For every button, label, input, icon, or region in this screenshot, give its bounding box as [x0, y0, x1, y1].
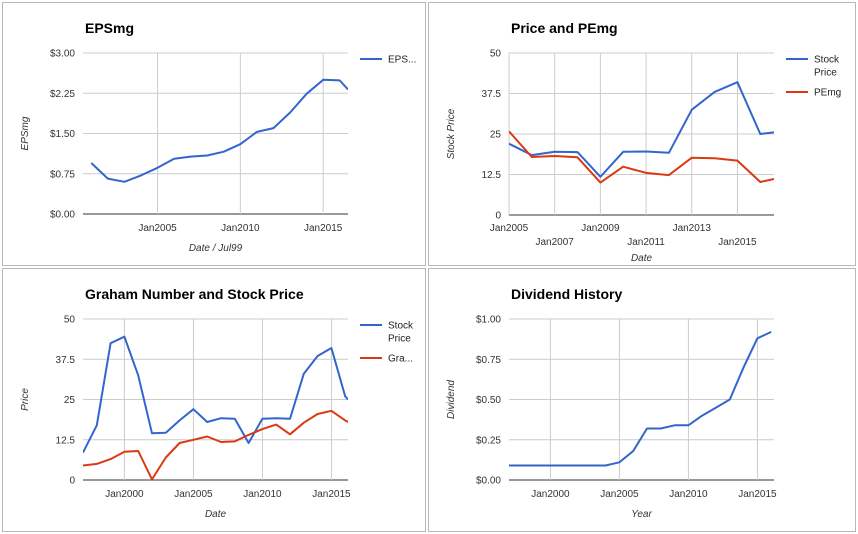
x-tick-label: Jan2015: [738, 489, 777, 500]
x-axis-title: Date / Jul99: [189, 243, 243, 254]
y-tick-label: $0.75: [50, 169, 75, 180]
x-tick-label: Jan2015: [304, 223, 343, 234]
x-tick-label: Jan2007: [536, 237, 575, 248]
series-line: [83, 335, 348, 454]
y-tick-label: $0.00: [476, 476, 501, 487]
x-tick-label: Jan2010: [221, 223, 260, 234]
y-tick-label: 25: [64, 395, 76, 406]
x-tick-label: Jan2005: [174, 489, 213, 500]
y-axis-title: EPSmg: [20, 116, 31, 150]
chart-title: Dividend History: [511, 286, 622, 302]
series-line: [509, 130, 774, 184]
eps-chart-panel: EPSmg $0.00 $0.75 $1.50 $2.25 $3.00 Jan2005 Jan…: [2, 2, 426, 266]
x-tick-label: Jan2015: [718, 237, 757, 248]
y-tick-label: 37.5: [482, 89, 502, 100]
legend-label: PEmg: [814, 88, 841, 99]
y-tick-label: 50: [64, 315, 76, 326]
y-tick-label: $0.00: [50, 210, 75, 221]
chart-svg: Dividend History $0.00 $0.25 $0.50 $0.75 $1.0…: [446, 286, 777, 520]
y-tick-label: $3.00: [50, 49, 75, 60]
y-tick-label: $0.50: [476, 395, 501, 406]
y-tick-label: 25: [490, 130, 502, 141]
x-tick-label: Jan2015: [312, 489, 351, 500]
y-tick-label: $1.00: [476, 315, 501, 326]
y-tick-label: $1.50: [50, 129, 75, 140]
legend-label: EPS...: [388, 55, 416, 66]
y-tick-label: 0: [69, 476, 75, 487]
chart-title: EPSmg: [85, 20, 134, 36]
price-pe-chart-panel: Price and PEmg 0 12.5 25 37.5 50 Jan2005 Jan200…: [428, 2, 856, 266]
y-tick-label: $0.25: [476, 435, 501, 446]
graham-chart-panel: Graham Number and Stock Price 0 12.5 25 37.5…: [2, 268, 426, 532]
x-tick-label: Jan2005: [490, 223, 529, 234]
y-tick-label: $0.75: [476, 355, 501, 366]
x-tick-label: Jan2010: [669, 489, 708, 500]
x-axis-title: Date: [631, 253, 653, 264]
series-line: [83, 409, 348, 481]
chart-svg: Graham Number and Stock Price 0 12.5 25 37.5…: [20, 286, 414, 520]
y-axis-title: Price: [20, 388, 31, 411]
x-tick-label: Jan2000: [105, 489, 144, 500]
y-tick-label: 37.5: [56, 355, 76, 366]
x-tick-label: Jan2000: [531, 489, 570, 500]
x-tick-label: Jan2011: [627, 237, 665, 248]
x-tick-label: Jan2010: [243, 489, 282, 500]
x-tick-label: Jan2009: [581, 223, 620, 234]
series-line: [90, 78, 348, 183]
x-tick-label: Jan2005: [600, 489, 639, 500]
legend-label: Gra...: [388, 354, 413, 365]
y-tick-label: 12.5: [482, 170, 502, 181]
chart-title: Price and PEmg: [511, 20, 618, 36]
y-tick-label: 0: [495, 211, 501, 222]
series-line: [509, 81, 774, 178]
dividend-chart-panel: Dividend History $0.00 $0.25 $0.50 $0.75 $1.0…: [428, 268, 856, 532]
x-axis-title: Year: [631, 509, 652, 520]
y-axis-title: Stock Price: [446, 108, 457, 159]
legend-label: Stock Price: [814, 55, 840, 79]
y-tick-label: 12.5: [56, 435, 76, 446]
chart-svg: Price and PEmg 0 12.5 25 37.5 50 Jan2005 Jan200…: [446, 20, 841, 264]
legend-label: Stock Price: [388, 321, 414, 345]
series-line: [509, 330, 772, 467]
chart-title: Graham Number and Stock Price: [85, 286, 304, 302]
x-tick-label: Jan2013: [673, 223, 712, 234]
y-axis-title: Dividend: [446, 380, 457, 419]
y-tick-label: $2.25: [50, 89, 75, 100]
x-axis-title: Date: [205, 509, 227, 520]
chart-svg: EPSmg $0.00 $0.75 $1.50 $2.25 $3.00 Jan2005 Jan…: [20, 20, 416, 254]
x-tick-label: Jan2005: [138, 223, 177, 234]
y-tick-label: 50: [490, 49, 502, 60]
